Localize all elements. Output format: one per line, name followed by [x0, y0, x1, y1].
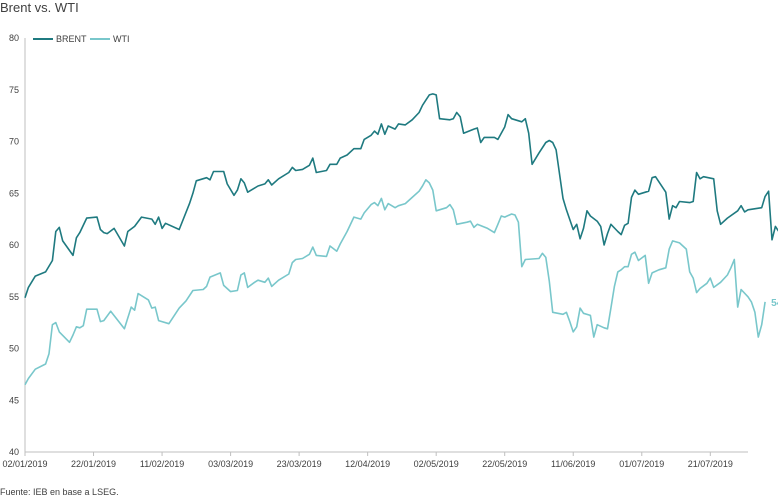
y-tick-label: 50 [9, 344, 19, 354]
x-tick-label: 23/03/2019 [277, 459, 322, 469]
x-tick-label: 03/03/2019 [208, 459, 253, 469]
y-tick-label: 80 [9, 33, 19, 43]
x-tick-label: 01/07/2019 [619, 459, 664, 469]
series-line-wti [24, 179, 766, 386]
x-tick-label: 11/02/2019 [140, 459, 184, 469]
series-lines [24, 93, 778, 386]
legend-label-brent: BRENT [56, 34, 87, 44]
y-tick-label: 75 [9, 85, 19, 95]
end-label-wti: 54,5 [771, 298, 778, 309]
x-tick-label: 02/01/2019 [2, 459, 47, 469]
legend-label-wti: WTI [113, 34, 130, 44]
y-tick-label: 45 [9, 395, 19, 405]
source-note: Fuente: IEB en base a LSEG. [0, 487, 119, 497]
series-line-brent [24, 93, 778, 299]
y-tick-label: 40 [9, 447, 19, 457]
x-tick-label: 22/05/2019 [482, 459, 527, 469]
axes: 40 45 50 55 60 65 70 75 80 02/01/2019 22/01/2019 11… [2, 33, 748, 469]
legend: BRENT WTI [33, 34, 130, 44]
y-tick-label: 70 [9, 137, 19, 147]
x-tick-label: 21/07/2019 [688, 459, 733, 469]
end-labels: 58,5354,5 [771, 298, 778, 309]
y-tick-label: 65 [9, 188, 19, 198]
x-tick-label: 02/05/2019 [414, 459, 459, 469]
x-tick-label: 12/04/2019 [345, 459, 390, 469]
y-tick-label: 60 [9, 240, 19, 250]
x-tick-label: 11/06/2019 [551, 459, 595, 469]
y-tick-label: 55 [9, 292, 19, 302]
x-tick-label: 22/01/2019 [71, 459, 116, 469]
chart-title: Brent vs. WTI [0, 0, 79, 15]
